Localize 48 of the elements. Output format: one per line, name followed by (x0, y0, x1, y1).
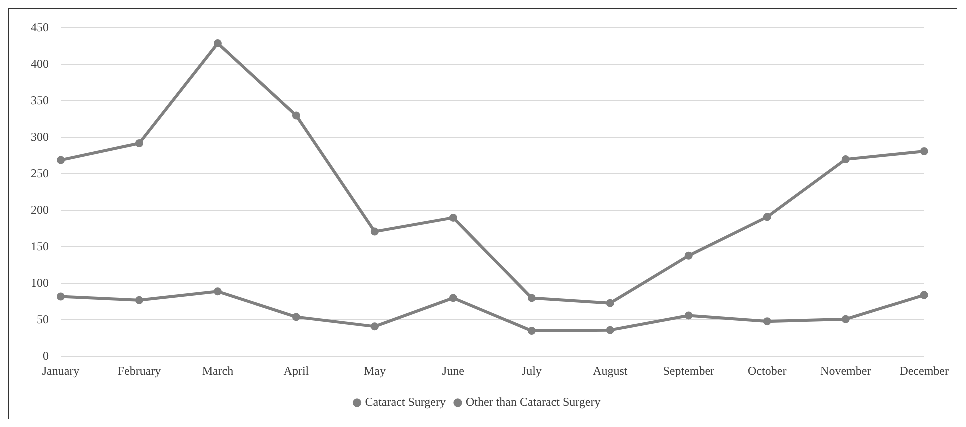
x-tick-label: April (284, 364, 310, 378)
point (842, 315, 850, 324)
point (606, 299, 614, 308)
point (763, 213, 772, 222)
x-tick-label: January (42, 364, 80, 378)
point (606, 326, 614, 334)
y-tick-label: 300 (31, 130, 49, 144)
y-tick-label: 450 (31, 20, 49, 34)
point (684, 312, 693, 320)
point (842, 156, 850, 164)
point (920, 148, 928, 156)
y-tick-label: 50 (37, 312, 49, 326)
point (920, 291, 928, 300)
y-tick-label: 100 (31, 276, 49, 290)
point (57, 292, 65, 301)
x-tick-label: May (364, 364, 386, 378)
y-tick-label: 0 (43, 348, 49, 363)
legend-label: Cataract Surgery (365, 395, 446, 410)
x-tick-label: September (663, 364, 715, 378)
point (135, 296, 144, 304)
x-tick-label: February (118, 364, 162, 378)
x-tick-label: October (748, 364, 787, 378)
y-tick-label: 250 (31, 166, 49, 180)
point (763, 318, 772, 326)
point (135, 140, 144, 148)
x-tick-label: December (900, 364, 950, 378)
point (57, 156, 65, 164)
y-tick-label: 350 (31, 93, 49, 108)
point (214, 40, 222, 48)
y-tick-label: 400 (31, 56, 49, 71)
point (528, 294, 536, 302)
point (292, 313, 300, 322)
point (449, 214, 458, 222)
point (370, 322, 379, 331)
x-tick-label: June (442, 364, 464, 378)
point (449, 294, 458, 302)
point (684, 252, 693, 260)
y-tick-label: 200 (31, 202, 49, 217)
x-tick-label: March (202, 364, 234, 378)
legend-label: Other than Cataract Surgery (466, 395, 601, 410)
point (292, 112, 300, 120)
point (370, 228, 379, 236)
x-tick-label: July (522, 364, 542, 378)
y-tick-label: 150 (31, 239, 49, 254)
x-tick-label: November (820, 364, 872, 378)
point (528, 327, 536, 336)
x-tick-label: August (593, 364, 628, 378)
point (214, 288, 222, 296)
